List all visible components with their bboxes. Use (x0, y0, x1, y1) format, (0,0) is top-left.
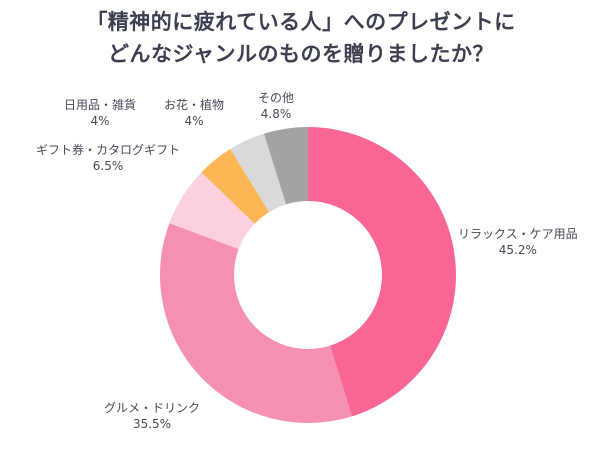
chart-title-line-2: どんなジャンルのものを贈りましたか？ (108, 42, 494, 66)
label-relax-value: 45.2% (498, 243, 537, 257)
label-relax-name: リラックス・ケア用品 (458, 227, 578, 241)
label-gift: ギフト券・カタログギフト 6.5% (36, 142, 180, 174)
label-flower-value: 4% (184, 114, 204, 128)
slice-relax (308, 127, 457, 417)
label-gourmet: グルメ・ドリンク 35.5% (104, 400, 200, 432)
label-gourmet-name: グルメ・ドリンク (104, 401, 201, 415)
label-gift-value: 6.5% (92, 159, 124, 173)
label-gift-name: ギフト券・カタログギフト (36, 143, 181, 157)
donut-hole (234, 201, 382, 349)
label-relax: リラックス・ケア用品 45.2% (458, 226, 578, 258)
label-gourmet-value: 35.5% (132, 417, 172, 431)
chart-title-line-1: 「精神的に疲れている人」へのプレゼントに (86, 10, 516, 34)
label-flower: お花・植物 4% (164, 97, 224, 129)
label-daily-name: 日用品・雑貨 (64, 98, 137, 112)
label-other-value: 4.8% (260, 107, 292, 121)
label-daily: 日用品・雑貨 4% (64, 97, 136, 129)
label-other-name: その他 (258, 91, 295, 105)
label-daily-value: 4% (90, 114, 110, 128)
label-other: その他 4.8% (258, 90, 294, 122)
label-flower-name: お花・植物 (164, 98, 225, 112)
